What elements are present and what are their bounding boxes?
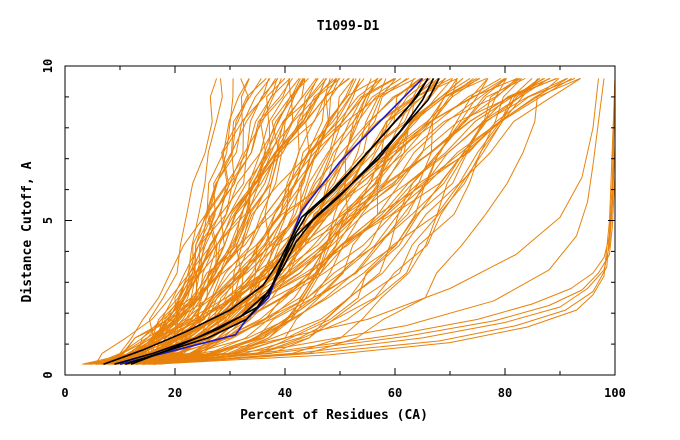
model-curve (126, 77, 581, 365)
model-curve (122, 77, 350, 365)
model-curve (118, 77, 379, 365)
model-curve (142, 78, 424, 365)
model-curve (148, 78, 250, 365)
model-outlier-4 (152, 78, 616, 365)
model-curve (150, 77, 526, 365)
model-curve (143, 78, 383, 365)
model-curve (105, 78, 541, 365)
model-curve (103, 77, 395, 365)
x-tick-label: 40 (278, 386, 292, 400)
model-black-3 (125, 77, 429, 365)
plot-curves (82, 77, 616, 365)
x-axis-label: Percent of Residues (CA) (240, 408, 428, 423)
model-curve (125, 78, 331, 365)
chart-title: T1099-D1 (317, 19, 380, 34)
model-curve (101, 77, 557, 365)
model-curve (144, 78, 305, 365)
model-outlier-3 (147, 78, 616, 365)
y-tick-label: 0 (41, 371, 55, 378)
x-tick-label: 60 (388, 386, 402, 400)
x-tick-label: 20 (168, 386, 182, 400)
model-curve (109, 77, 502, 365)
model-curve (159, 78, 522, 365)
model-outlier-5 (152, 78, 616, 365)
x-tick-label: 100 (604, 386, 626, 400)
axis-tick-labels: 0 20 40 60 80 100 0 5 10 (41, 59, 626, 400)
model-curve (98, 77, 568, 365)
model-curve (93, 78, 277, 365)
model-curve (84, 77, 540, 365)
model-curve (130, 78, 489, 365)
model-curve (153, 78, 560, 365)
y-tick-label: 10 (41, 59, 55, 73)
model-curve (90, 77, 575, 365)
model-curve (132, 78, 521, 365)
x-tick-label: 80 (498, 386, 512, 400)
model-curve (117, 77, 551, 365)
model-curve (154, 78, 306, 365)
x-tick-label: 0 (61, 386, 68, 400)
model-curve (113, 78, 464, 365)
model-outlier-7 (130, 78, 599, 365)
model-curve (116, 77, 506, 365)
y-tick-label: 5 (41, 217, 55, 224)
model-curve (111, 78, 415, 365)
model-outlier-6 (141, 78, 605, 365)
model-black-4 (130, 78, 440, 365)
model-curve (95, 77, 479, 365)
model-outlier-2 (141, 78, 616, 365)
model-curve (143, 77, 421, 365)
y-axis-label: Distance Cutoff, A (20, 161, 35, 302)
model-curve (116, 77, 545, 365)
axis-ticks (64, 65, 616, 376)
